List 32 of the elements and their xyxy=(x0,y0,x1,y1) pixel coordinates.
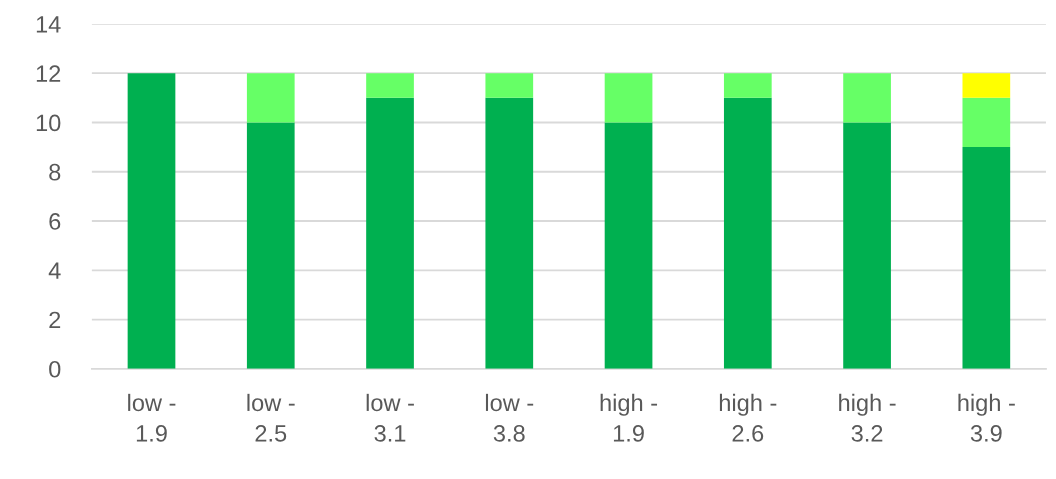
x-tick-label: high - 1.9 xyxy=(600,393,658,442)
bar xyxy=(962,147,1011,369)
x-tick-label: low - 3.8 xyxy=(485,393,534,442)
bar xyxy=(366,73,414,98)
y-tick-label: 8 xyxy=(49,163,61,181)
bar xyxy=(962,73,1011,98)
x-tick-label: low - 1.9 xyxy=(128,393,176,442)
y-tick-label: 10 xyxy=(36,114,61,132)
y-tick-label: 6 xyxy=(49,213,61,230)
bar xyxy=(843,122,891,369)
y-tick-label: 12 xyxy=(36,65,61,82)
x-tick-label: high - 2.6 xyxy=(719,393,777,442)
bar xyxy=(843,73,891,123)
bar xyxy=(485,97,534,369)
bar xyxy=(723,73,772,98)
x-tick-label: high - 3.2 xyxy=(839,393,896,442)
y-tick-label: 4 xyxy=(48,262,61,279)
bar xyxy=(723,97,772,369)
bar xyxy=(246,73,295,123)
bar xyxy=(604,122,653,369)
y-tick-label: 0 xyxy=(49,360,61,378)
bar xyxy=(485,73,534,98)
x-tick-label: high - 3.9 xyxy=(958,393,1015,442)
bar xyxy=(246,122,295,369)
bar xyxy=(127,73,176,369)
x-tick-label: low - 3.1 xyxy=(366,393,414,442)
x-tick-label: low - 2.5 xyxy=(247,393,295,442)
bar xyxy=(962,97,1011,148)
y-tick-label: 14 xyxy=(36,16,61,33)
bar xyxy=(366,97,414,369)
y-tick-label: 2 xyxy=(49,311,61,329)
bar xyxy=(604,73,653,123)
